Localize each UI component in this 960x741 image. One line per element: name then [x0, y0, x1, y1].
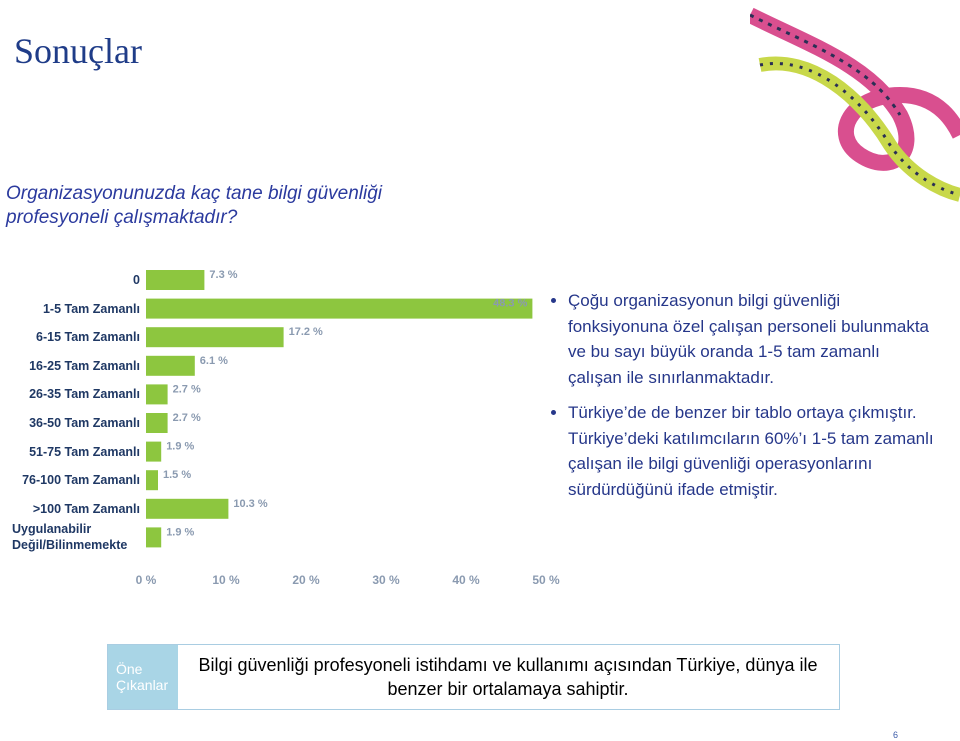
category-label: 0 [133, 273, 140, 287]
bar [146, 527, 162, 548]
value-label: 48.3 % [493, 298, 527, 310]
x-tick-label: 10 % [212, 573, 240, 587]
slide-title: Sonuçlar [14, 31, 142, 71]
value-label: 2.7 % [173, 412, 201, 424]
category-label: Uygulanabilir Değil/Bilinmemekte [12, 522, 128, 553]
value-label: 1.9 % [166, 526, 194, 538]
value-label: 1.9 % [166, 441, 194, 453]
bar [146, 441, 162, 462]
x-tick-label: 30 % [372, 573, 400, 587]
category-label: 1-5 Tam Zamanlı [42, 301, 140, 316]
value-label: 2.7 % [173, 383, 201, 395]
value-label: 10.3 % [233, 498, 267, 510]
x-tick-label: 40 % [452, 573, 480, 587]
category-label: 36-50 Tam Zamanlı [29, 416, 140, 430]
bullet: Çoğu organizasyonun bilgi güvenliği fonk… [568, 288, 938, 390]
highlight-text: Bilgi güvenliği profesyoneli istihdamı v… [198, 655, 818, 699]
bar [146, 270, 205, 290]
category-label: 16-25 Tam Zamanlı [29, 358, 140, 373]
x-tick-label: 0 % [136, 573, 157, 587]
bullet: Türkiye’de de benzer bir tablo ortaya çı… [568, 400, 938, 502]
page-number: 6 [893, 730, 899, 740]
bar [146, 327, 284, 348]
bar [146, 498, 229, 519]
bar [146, 298, 533, 319]
value-label: 17.2 % [289, 326, 323, 338]
x-tick-label: 20 % [292, 573, 320, 587]
bar [146, 355, 195, 376]
question: Organizasyonunuzda kaç tane bilgi güvenl… [6, 183, 383, 228]
x-tick-label: 50 % [532, 573, 560, 587]
highlight-label: Öne Çıkanlar [108, 645, 178, 709]
category-label: >100 Tam Zamanlı [32, 501, 140, 516]
rope-decoration [750, 7, 960, 202]
bullet-list: Çoğu organizasyonun bilgi güvenliği fonk… [548, 288, 938, 512]
bar [146, 413, 168, 433]
category-label: 51-75 Tam Zamanlı [29, 444, 140, 459]
category-label: 26-35 Tam Zamanlı [29, 387, 140, 402]
value-label: 7.3 % [209, 269, 237, 281]
chart: 0 % 10 % 20 % 30 % 40 % 50 % 7.3 % 48.3 % 17.2 %… [136, 269, 560, 587]
value-label: 1.5 % [163, 469, 191, 481]
bar [146, 470, 158, 491]
category-label: 76-100 Tam Zamanlı [22, 473, 140, 488]
bar [146, 384, 168, 405]
highlight-box: Öne Çıkanlar Bilgi güvenliği profesyonel… [107, 644, 840, 710]
category-label: 6-15 Tam Zamanlı [36, 330, 140, 345]
value-label: 6.1 % [200, 355, 228, 367]
